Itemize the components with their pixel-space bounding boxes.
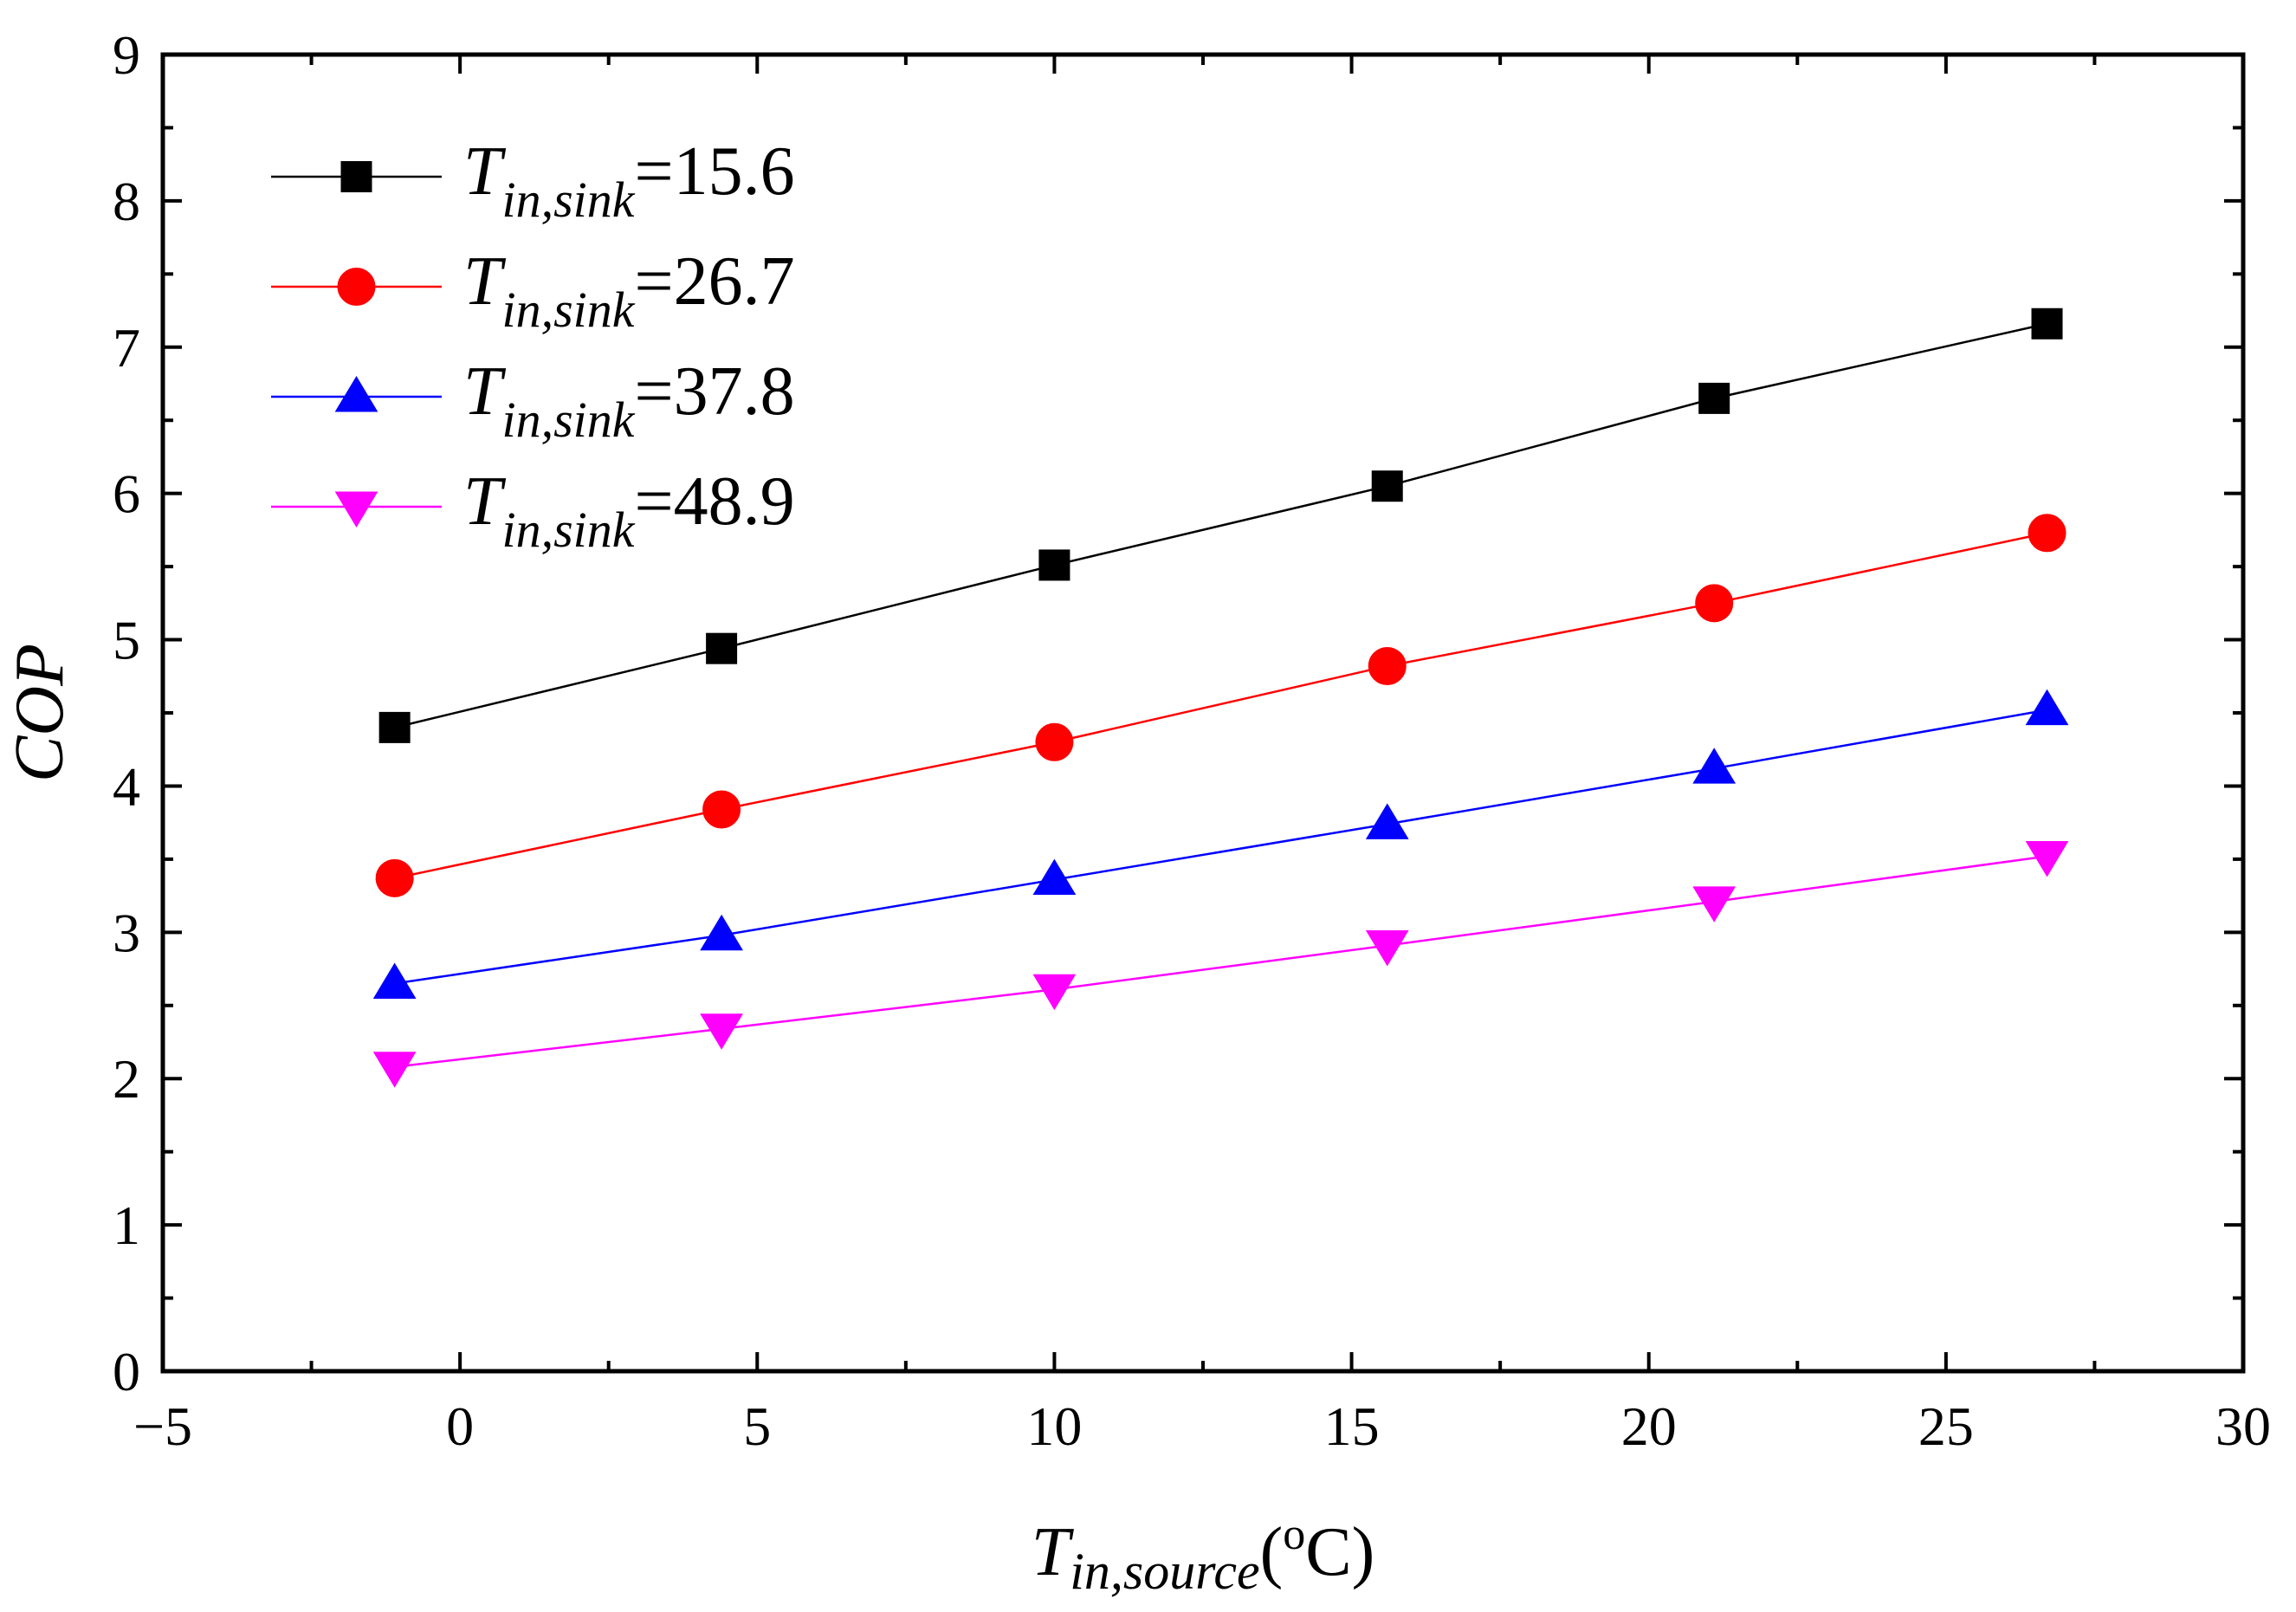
data-point-marker xyxy=(2025,689,2069,726)
legend-label-main: T xyxy=(463,353,507,430)
data-point-marker xyxy=(1371,470,1403,502)
data-point-marker xyxy=(1692,748,1737,784)
y-tick-label: 7 xyxy=(113,317,140,379)
series-layer xyxy=(372,308,2069,1088)
series-2 xyxy=(375,514,2066,897)
data-point-marker xyxy=(1032,858,1077,896)
data-point-marker xyxy=(702,790,741,829)
data-point-marker xyxy=(372,1052,417,1088)
y-tick-label: 2 xyxy=(113,1048,140,1110)
x-axis-title-unit-open: ( xyxy=(1260,1514,1284,1590)
data-point-marker xyxy=(1365,930,1409,967)
data-point-marker xyxy=(375,858,414,897)
series-line xyxy=(394,322,2047,729)
data-point-marker xyxy=(1692,886,1737,923)
y-tick-label: 8 xyxy=(113,171,140,232)
legend-label-main: T xyxy=(463,133,507,210)
legend-marker xyxy=(337,268,376,306)
data-point-marker xyxy=(2025,841,2069,877)
y-tick-label: 0 xyxy=(113,1341,140,1402)
legend: Tin,sink=15.6Tin,sink=26.7Tin,sink=37.8T… xyxy=(271,133,795,558)
legend-label-value: =48.9 xyxy=(635,463,795,540)
series-4 xyxy=(372,841,2069,1088)
series-3 xyxy=(372,689,2069,999)
series-line xyxy=(394,855,2047,1068)
legend-marker xyxy=(340,161,372,192)
x-axis-title-subscript: in,source xyxy=(1070,1543,1259,1600)
y-axis-title: COP xyxy=(2,644,78,782)
series-line xyxy=(394,532,2047,880)
x-tick-label: 25 xyxy=(1918,1395,1974,1457)
x-axis-title-unit-superscript: o xyxy=(1283,1510,1305,1559)
data-point-marker xyxy=(700,914,743,951)
data-point-marker xyxy=(1038,549,1070,581)
legend-label-subscript: in,sink xyxy=(502,392,636,448)
data-point-marker xyxy=(1365,803,1409,839)
data-point-marker xyxy=(1032,974,1077,1011)
legend-label-main: T xyxy=(463,243,507,320)
data-point-marker xyxy=(700,1013,743,1050)
legend-label-value: =26.7 xyxy=(635,243,795,320)
data-point-marker xyxy=(378,711,411,743)
data-point-marker xyxy=(2031,308,2063,340)
legend-label-subscript: in,sink xyxy=(502,172,636,228)
x-tick-label: 20 xyxy=(1621,1395,1677,1457)
legend-entry-3: Tin,sink=37.8 xyxy=(271,353,795,448)
data-point-marker xyxy=(1368,646,1407,685)
x-tick-label: 5 xyxy=(743,1395,771,1457)
legend-label: Tin,sink=48.9 xyxy=(463,463,795,558)
data-point-marker xyxy=(2028,514,2066,553)
legend-marker xyxy=(334,491,378,528)
legend-label: Tin,sink=15.6 xyxy=(463,133,795,228)
data-point-marker xyxy=(706,632,738,664)
y-tick-label: 1 xyxy=(113,1194,140,1256)
data-point-marker xyxy=(1695,584,1734,623)
x-tick-label: 15 xyxy=(1324,1395,1380,1457)
legend-label-subscript: in,sink xyxy=(502,502,636,558)
series-line xyxy=(394,709,2047,985)
x-axis-title: Tin,source(oC) xyxy=(1032,1510,1375,1600)
legend-marker xyxy=(334,376,378,412)
y-tick-label: 3 xyxy=(113,902,140,963)
legend-entry-2: Tin,sink=26.7 xyxy=(271,243,795,338)
y-tick-label: 6 xyxy=(113,463,140,525)
y-tick-label: 5 xyxy=(113,610,140,671)
legend-entry-1: Tin,sink=15.6 xyxy=(271,133,795,228)
x-axis-title-main: T xyxy=(1032,1514,1075,1590)
x-axis-title-unit-rest: C) xyxy=(1305,1514,1374,1590)
data-point-marker xyxy=(1698,382,1730,414)
legend-entry-4: Tin,sink=48.9 xyxy=(271,463,795,558)
legend-label-value: =15.6 xyxy=(635,133,795,210)
series-1 xyxy=(378,308,2063,743)
plot-area-frame xyxy=(160,52,2246,1374)
x-tick-label: 30 xyxy=(2215,1395,2271,1457)
x-tick-label: 0 xyxy=(446,1395,474,1457)
legend-label-main: T xyxy=(463,463,507,540)
legend-label: Tin,sink=37.8 xyxy=(463,353,795,448)
x-tick-label: −5 xyxy=(133,1395,192,1457)
x-tick-label: 10 xyxy=(1026,1395,1082,1457)
y-tick-label: 9 xyxy=(113,24,140,86)
y-tick-label: 4 xyxy=(113,755,140,817)
legend-label-value: =37.8 xyxy=(635,353,795,430)
data-point-marker xyxy=(372,962,417,999)
legend-label: Tin,sink=26.7 xyxy=(463,243,795,338)
data-point-marker xyxy=(1035,722,1074,761)
legend-label-subscript: in,sink xyxy=(502,282,636,338)
